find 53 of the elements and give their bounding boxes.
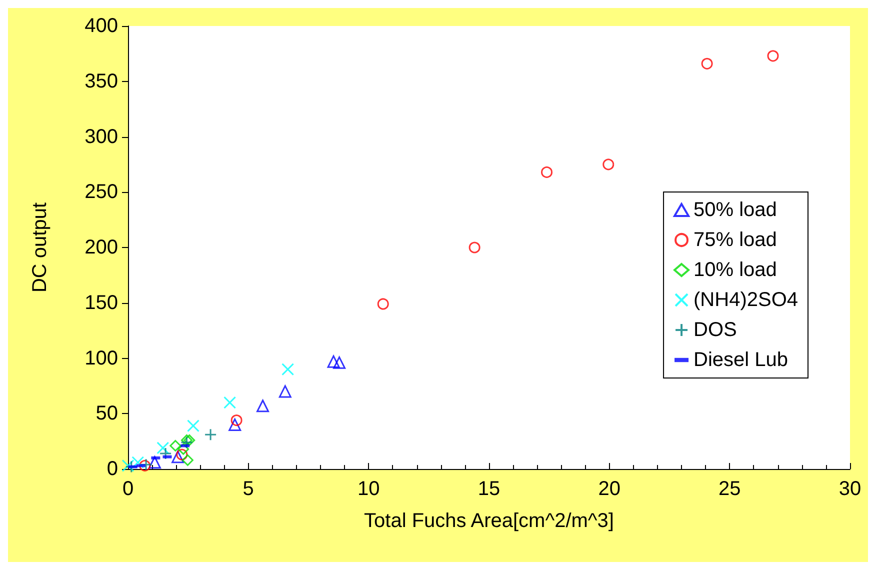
legend-label: 10% load <box>694 259 777 281</box>
point <box>228 418 242 431</box>
x-tick-label: 30 <box>838 478 862 500</box>
point <box>256 400 270 412</box>
legend-label: 75% load <box>694 229 777 251</box>
point <box>767 50 779 62</box>
x-tick-label: 15 <box>478 478 500 500</box>
point <box>176 448 188 460</box>
legend-label: Diesel Lub <box>694 349 788 371</box>
point <box>602 158 614 170</box>
point <box>156 442 170 454</box>
point <box>282 363 294 376</box>
y-tick-label: 150 <box>84 292 118 314</box>
legend-label: DOS <box>694 319 737 341</box>
point <box>184 434 196 446</box>
point <box>333 356 346 369</box>
point <box>182 454 194 466</box>
point <box>541 166 553 178</box>
point <box>468 242 480 254</box>
x-tick-label: 10 <box>358 478 380 500</box>
point <box>204 428 217 441</box>
point <box>178 443 190 455</box>
point <box>159 447 172 460</box>
legend-label: (NH4)2SO4 <box>694 289 798 311</box>
point <box>186 420 200 432</box>
y-tick-label: 350 <box>84 70 118 92</box>
point <box>122 459 134 472</box>
point <box>180 434 192 446</box>
y-tick-label: 50 <box>96 402 118 425</box>
point <box>148 456 161 469</box>
point <box>327 355 340 368</box>
x-tick-label: 5 <box>242 478 254 500</box>
point <box>180 436 193 449</box>
y-tick-label: 0 <box>106 458 118 480</box>
x-tick-label: 20 <box>598 478 620 500</box>
x-tick-label: 25 <box>718 478 741 500</box>
point <box>170 440 182 452</box>
point <box>132 456 144 469</box>
point <box>224 396 236 409</box>
y-tick-label: 100 <box>84 347 118 370</box>
point <box>377 298 389 310</box>
y-tick-label: 300 <box>84 126 118 148</box>
y-tick-label: 400 <box>84 15 118 37</box>
y-tick-label: 200 <box>84 236 118 258</box>
x-axis-title: Total Fuchs Area[cm^2/m^3] <box>364 510 614 532</box>
y-tick-label: 250 <box>84 181 118 204</box>
point <box>701 58 713 70</box>
legend-label: 50% load <box>694 199 777 221</box>
point <box>172 450 184 464</box>
point <box>278 385 292 398</box>
point <box>230 414 242 426</box>
y-axis-title: DC output <box>29 202 51 293</box>
x-tick-label: 0 <box>122 478 134 500</box>
